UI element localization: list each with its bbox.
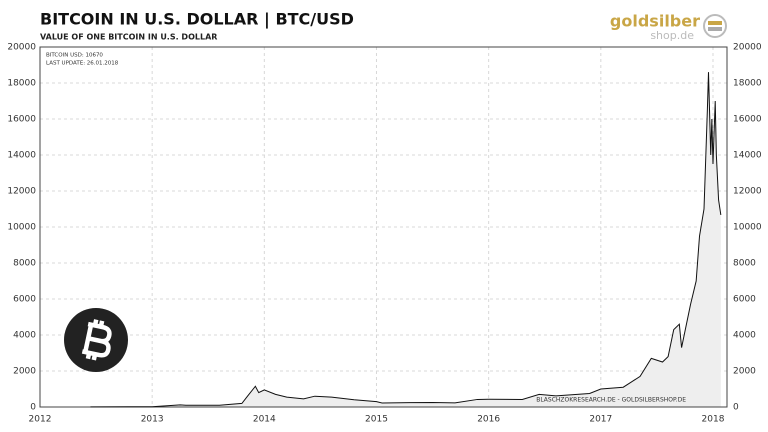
bitcoin-icon xyxy=(64,308,128,372)
y-tick-label-right: 12000 xyxy=(733,187,762,197)
logo-icon xyxy=(703,14,727,38)
y-tick-label-right: 14000 xyxy=(733,151,762,161)
x-tick-label: 2015 xyxy=(365,415,388,425)
y-tick-label-right: 2000 xyxy=(733,367,756,377)
x-tick-label: 2013 xyxy=(141,415,164,425)
chart-title: BITCOIN IN U.S. DOLLAR | BTC/USD xyxy=(40,10,354,30)
annotation: BITCOIN USD: 10670 xyxy=(46,53,103,59)
y-tick-label-right: 20000 xyxy=(733,43,762,53)
y-tick-label: 8000 xyxy=(13,259,36,269)
y-tick-label: 18000 xyxy=(7,79,36,89)
x-tick-label: 2014 xyxy=(253,415,276,425)
x-tick-label: 2017 xyxy=(589,415,612,425)
x-tick-label: 2018 xyxy=(702,415,725,425)
y-tick-label: 20000 xyxy=(7,43,36,53)
source: BLASCHZOKRESEARCH.DE - GOLDSILBERSHOP.DE xyxy=(536,397,686,404)
y-tick-label-right: 4000 xyxy=(733,331,756,341)
y-tick-label: 14000 xyxy=(7,151,36,161)
y-tick-label-right: 16000 xyxy=(733,115,762,125)
x-tick-label: 2012 xyxy=(29,415,52,425)
y-tick-label: 16000 xyxy=(7,115,36,125)
y-tick-label-right: 8000 xyxy=(733,259,756,269)
y-tick-label: 4000 xyxy=(13,331,36,341)
price-line xyxy=(90,72,722,408)
y-tick-label-right: 0 xyxy=(733,403,739,413)
y-tick-label-right: 10000 xyxy=(733,223,762,233)
area-fill xyxy=(90,72,721,407)
x-tick-label: 2016 xyxy=(477,415,500,425)
y-tick-label: 2000 xyxy=(13,367,36,377)
y-tick-label-right: 6000 xyxy=(733,295,756,305)
y-tick-label-right: 18000 xyxy=(733,79,762,89)
y-tick-label: 12000 xyxy=(7,187,36,197)
logo-text: goldsilber xyxy=(610,12,700,31)
y-tick-label: 0 xyxy=(30,403,36,413)
chart-subtitle: VALUE OF ONE BITCOIN IN U.S. DOLLAR xyxy=(40,33,217,42)
logo-text: shop.de xyxy=(650,29,694,42)
annotation: LAST UPDATE: 26.01.2018 xyxy=(46,61,119,67)
y-tick-label: 6000 xyxy=(13,295,36,305)
y-tick-label: 10000 xyxy=(7,223,36,233)
plot-frame xyxy=(39,46,728,408)
